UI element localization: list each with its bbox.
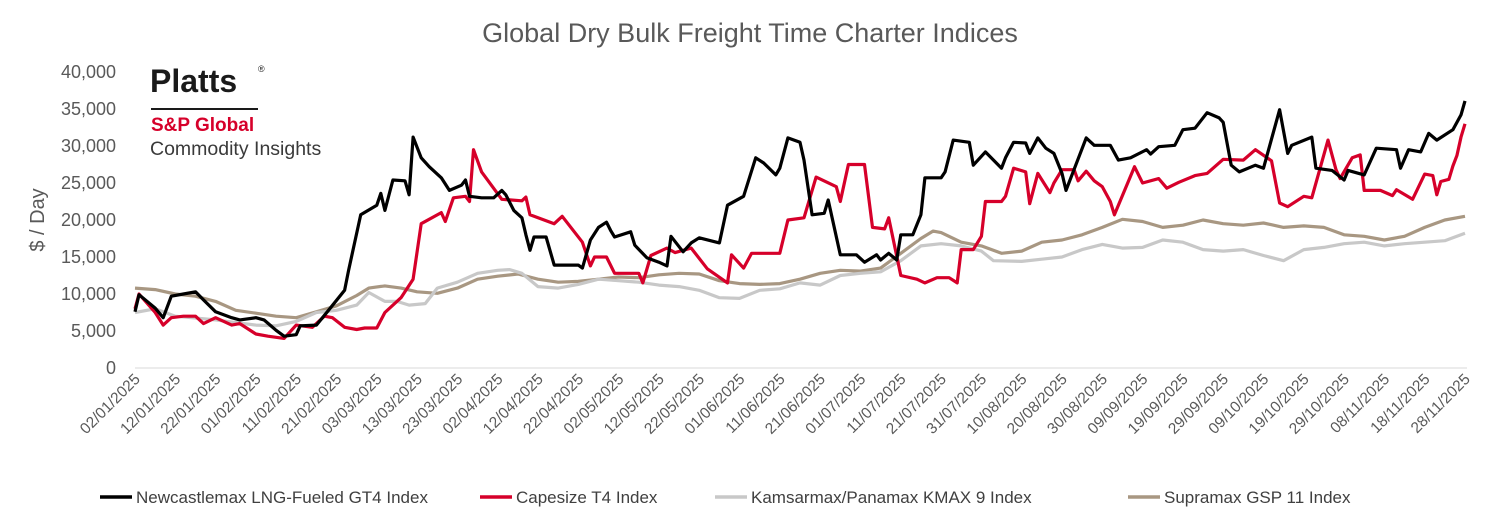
logo-platts: Platts: [150, 63, 237, 99]
logo: Platts ® S&P Global Commodity Insights: [150, 63, 321, 160]
series-group: [133, 100, 1467, 340]
chart-title: Global Dry Bulk Freight Time Charter Ind…: [482, 18, 1018, 48]
legend-item: Newcastlemax LNG-Fueled GT4 Index: [100, 488, 428, 507]
legend-label: Supramax GSP 11 Index: [1164, 488, 1351, 507]
y-tick-label: 30,000: [61, 136, 116, 156]
series-line-capesize-t4-index: [133, 123, 1467, 340]
legend-item: Kamsarmax/Panamax KMAX 9 Index: [715, 488, 1032, 507]
series-line-newcastlemax-lng-fueled-gt4-index: [133, 100, 1467, 338]
logo-sp-global: S&P Global: [151, 115, 254, 136]
legend-item: Supramax GSP 11 Index: [1128, 488, 1351, 507]
legend: Newcastlemax LNG-Fueled GT4 Index Capesiz…: [100, 488, 1351, 507]
y-tick-label: 20,000: [61, 210, 116, 230]
legend-label: Kamsarmax/Panamax KMAX 9 Index: [751, 488, 1032, 507]
legend-label: Newcastlemax LNG-Fueled GT4 Index: [136, 488, 428, 507]
x-axis: 02/01/202512/01/202522/01/202501/02/2025…: [77, 371, 1474, 438]
series-line-supramax-gsp-11-index: [134, 214, 1466, 320]
series-line-kamsarmax-panamax-kmax-9-index: [134, 231, 1466, 328]
legend-item: Capesize T4 Index: [480, 488, 658, 507]
y-axis: 0 5,000 10,000 15,000 20,000 25,000 30,000 35,0…: [61, 62, 116, 378]
legend-label: Capesize T4 Index: [516, 488, 658, 507]
logo-commodity-insights: Commodity Insights: [150, 138, 321, 160]
y-tick-label: 40,000: [61, 62, 116, 82]
y-tick-label: 35,000: [61, 99, 116, 119]
logo-registered: ®: [258, 64, 265, 74]
y-axis-label: $ / Day: [27, 188, 49, 251]
y-tick-label: 0: [106, 358, 116, 378]
y-tick-label: 5,000: [71, 321, 116, 341]
y-tick-label: 15,000: [61, 247, 116, 267]
y-tick-label: 10,000: [61, 284, 116, 304]
y-tick-label: 25,000: [61, 173, 116, 193]
